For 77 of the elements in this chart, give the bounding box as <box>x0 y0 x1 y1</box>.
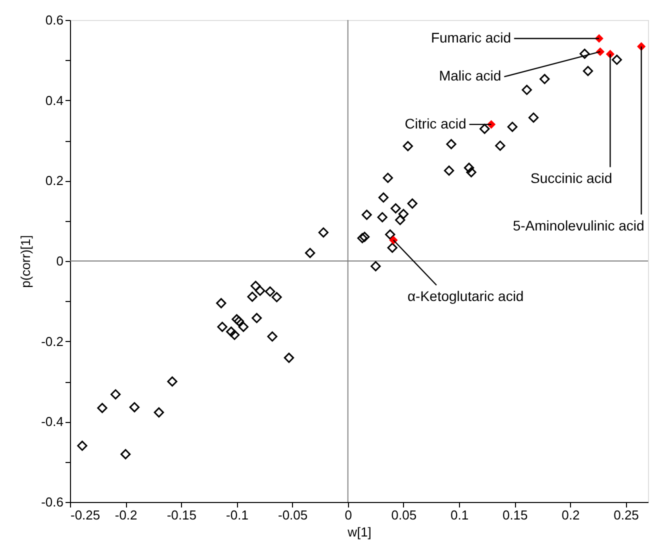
y-tick-label: -0.6 <box>41 494 64 510</box>
x-tick-label: 0.2 <box>562 508 580 522</box>
point <box>234 316 244 326</box>
point <box>466 167 476 178</box>
point <box>464 162 474 173</box>
x-tick-label: -0.25 <box>70 508 100 522</box>
point <box>318 227 329 238</box>
y-tick-label: 0.4 <box>45 92 64 108</box>
point <box>540 74 550 84</box>
point <box>444 166 454 176</box>
point <box>362 210 372 220</box>
x-axis-title: w[1] <box>346 524 372 540</box>
annotation: Citric acid <box>404 115 466 132</box>
x-tick-label: -0.05 <box>278 508 308 522</box>
point <box>167 376 178 387</box>
x-tick-label: -0.1 <box>226 508 248 522</box>
point <box>522 84 532 95</box>
x-tick-label: 0 <box>344 508 352 522</box>
point <box>370 261 381 272</box>
point <box>395 214 406 226</box>
point <box>264 286 276 297</box>
y-axis-title: p(corr)[1] <box>18 235 34 288</box>
point <box>390 203 401 214</box>
point <box>398 208 409 220</box>
point <box>254 286 266 296</box>
point <box>272 292 282 302</box>
point <box>226 326 236 337</box>
y-tick-label: 0.6 <box>45 12 64 28</box>
point <box>154 407 164 418</box>
point <box>507 122 518 132</box>
annotation: α-Ketoglutaric acid <box>407 288 524 304</box>
y-tick-label: 0.2 <box>45 173 64 188</box>
x-tick-label: -0.15 <box>166 508 196 522</box>
point <box>446 139 456 150</box>
point <box>580 48 590 59</box>
point <box>216 298 226 308</box>
point <box>407 198 418 209</box>
point <box>402 141 413 152</box>
point <box>232 314 242 324</box>
y-tick-label: -0.4 <box>41 414 64 430</box>
point <box>480 124 490 134</box>
point <box>110 389 121 400</box>
point <box>284 352 294 363</box>
point <box>378 192 389 203</box>
point <box>217 322 228 332</box>
y-tick-label: -0.2 <box>41 334 64 349</box>
point <box>238 322 248 332</box>
point <box>120 449 131 460</box>
annotation: Fumaric acid <box>430 29 512 46</box>
point <box>267 331 278 342</box>
x-tick-label: 0.05 <box>391 508 417 522</box>
annotation: Malic acid <box>438 68 502 84</box>
point <box>385 229 396 240</box>
point <box>77 440 88 451</box>
point <box>528 112 539 123</box>
y-tick-label: 0 <box>56 254 64 268</box>
x-tick-label: 0.1 <box>450 508 469 522</box>
x-tick-label: 0.15 <box>502 508 528 522</box>
point <box>582 66 594 76</box>
point <box>97 402 108 414</box>
point <box>612 54 622 65</box>
point <box>387 242 398 253</box>
point <box>377 212 388 222</box>
point <box>129 402 140 412</box>
point <box>229 330 240 340</box>
point <box>305 248 316 258</box>
point <box>250 280 261 291</box>
point <box>252 312 262 324</box>
x-tick-label: 0.25 <box>614 508 639 522</box>
point <box>495 140 506 151</box>
point <box>359 232 370 242</box>
point <box>357 233 368 244</box>
x-tick-label: -0.2 <box>114 508 138 522</box>
point <box>247 292 258 302</box>
annotation: Succinic acid <box>530 170 612 186</box>
point <box>382 172 393 183</box>
annotation: 5-Aminolevulinic acid <box>512 218 644 234</box>
